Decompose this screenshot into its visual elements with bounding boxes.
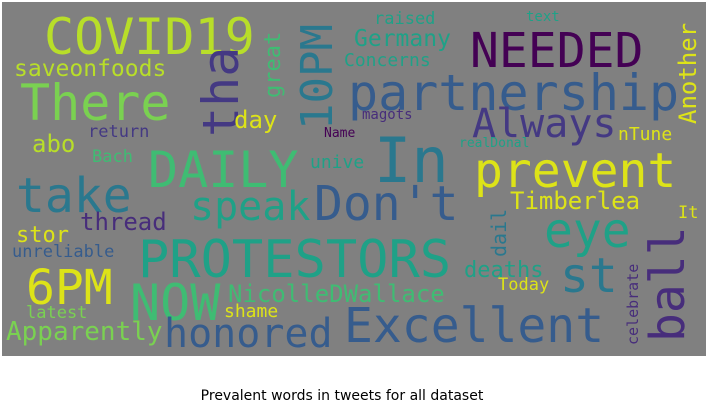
word-needed: NEEDED: [470, 23, 643, 79]
word-bach: Bach: [92, 147, 133, 167]
word-raised: raised: [374, 9, 435, 29]
word-cloud-background: [2, 2, 706, 356]
word-there: There: [20, 74, 171, 132]
word-in: In: [374, 124, 449, 197]
word-protestors: PROTESTORS: [138, 230, 451, 290]
word-nicolledwallace: NicolleDWallace: [228, 280, 445, 308]
word-unreliable: unreliable: [12, 242, 114, 262]
word-eye: eye: [544, 203, 631, 259]
word-abo: abo: [32, 130, 75, 158]
word-another: Another: [674, 23, 702, 124]
word-daily: DAILY: [148, 141, 299, 199]
word-honored: honored: [164, 311, 333, 356]
word-10pm: 10PM: [292, 24, 343, 130]
word-concerns: Concerns: [344, 50, 431, 71]
word-ntune: nTune: [618, 124, 672, 145]
word-now: NOW: [130, 274, 221, 332]
word-speak: speak: [190, 184, 310, 230]
word-shame: shame: [224, 301, 278, 322]
word-great: great: [261, 32, 286, 98]
word-6pm: 6PM: [26, 260, 113, 316]
word-thread: thread: [80, 208, 167, 236]
word-st: st: [560, 248, 618, 304]
word-day: day: [234, 106, 277, 134]
word-deaths: deaths: [464, 258, 543, 283]
word-today: Today: [498, 275, 549, 295]
word-take: take: [16, 168, 132, 224]
figure-caption: Prevalent words in tweets for all datase…: [200, 388, 484, 404]
word-name: Name: [324, 126, 355, 141]
word-realdonal: realDonal: [459, 136, 529, 151]
word-dail: dail: [487, 209, 511, 257]
word-magots: magots: [362, 107, 413, 123]
word-it: It: [678, 203, 698, 223]
word-prevent: prevent: [474, 143, 676, 199]
word-latest: latest: [26, 303, 87, 323]
word-covid19: COVID19: [44, 8, 255, 66]
word-cloud: COVID19 NEEDED partnership There tha 10P…: [2, 2, 706, 356]
word-cloud-canvas: COVID19 NEEDED partnership There tha 10P…: [2, 2, 706, 356]
word-unive: unive: [310, 152, 364, 173]
word-text: text: [526, 9, 560, 25]
word-celebrate: celebrate: [624, 264, 642, 345]
word-stor: stor: [16, 223, 69, 248]
word-apparently: Apparently: [6, 317, 163, 347]
word-partnership: partnership: [348, 64, 679, 122]
word-dont: Don't: [314, 176, 459, 232]
word-excellent: Excellent: [344, 298, 604, 354]
word-return: return: [88, 122, 149, 142]
word-ball: ball: [640, 226, 696, 342]
word-saveonfoods: saveonfoods: [14, 56, 166, 82]
word-tha: tha: [192, 47, 250, 137]
word-germany: Germany: [354, 26, 451, 52]
word-timberlea: Timberlea: [510, 187, 640, 215]
word-always: Always: [472, 101, 617, 147]
